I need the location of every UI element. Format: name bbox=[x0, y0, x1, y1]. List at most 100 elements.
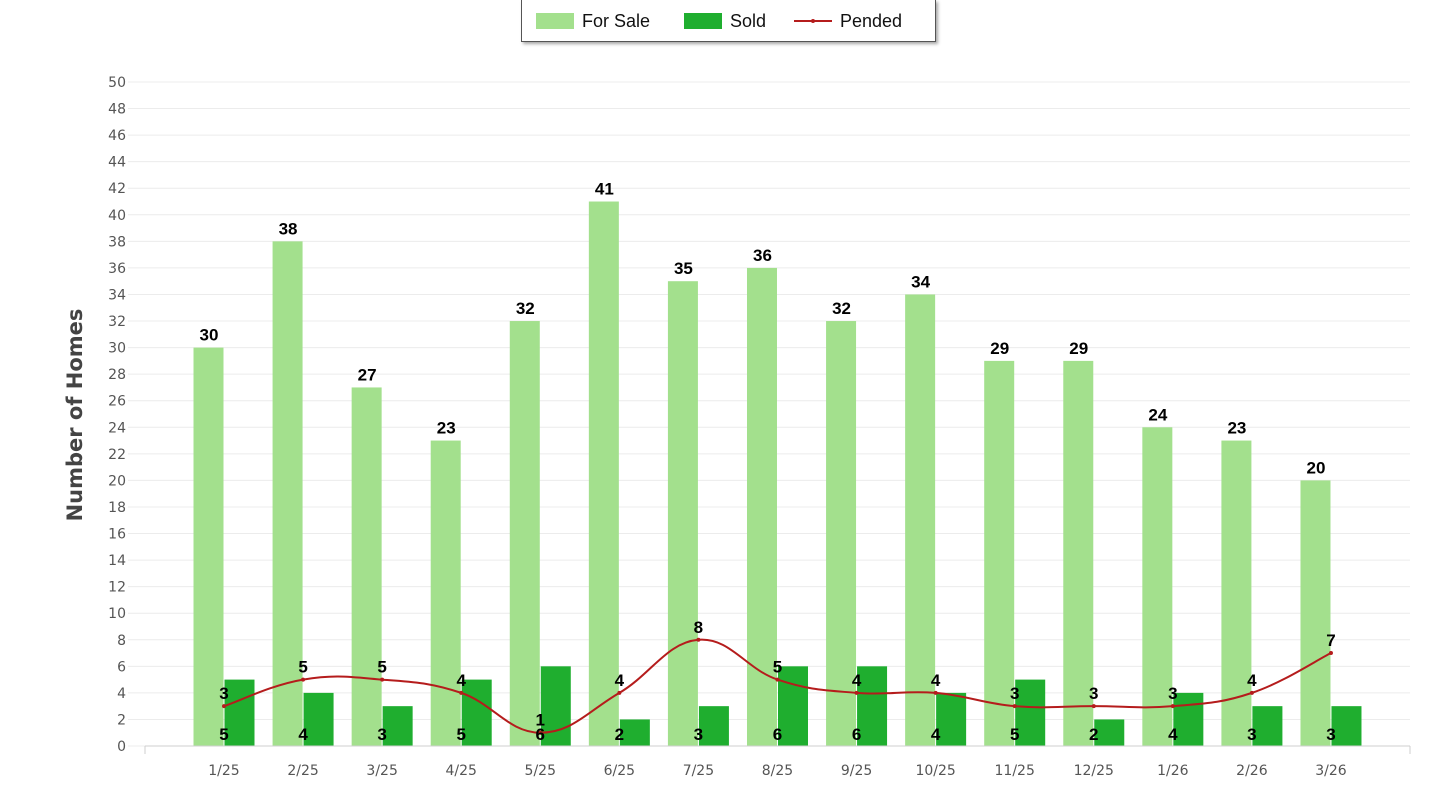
data-label-sold: 5 bbox=[456, 725, 465, 744]
legend: For Sale Sold Pended bbox=[521, 0, 936, 42]
legend-item-for-sale[interactable]: For Sale bbox=[536, 10, 650, 32]
data-label-pended: 8 bbox=[694, 618, 703, 637]
pended-point bbox=[1328, 651, 1333, 656]
bar-sold bbox=[857, 666, 888, 746]
data-label-pended: 3 bbox=[1010, 684, 1019, 703]
y-tick-label: 0 bbox=[117, 739, 126, 755]
bar-for-sale bbox=[905, 294, 936, 746]
y-tick-label: 42 bbox=[108, 181, 126, 197]
bar-sold bbox=[936, 692, 967, 746]
legend-item-pended[interactable]: Pended bbox=[794, 10, 902, 32]
x-tick-label: 5/25 bbox=[525, 763, 556, 779]
y-tick-label: 48 bbox=[108, 102, 126, 118]
data-label-pended: 5 bbox=[298, 658, 307, 677]
data-label-sold: 2 bbox=[615, 725, 624, 744]
pended-point bbox=[933, 690, 938, 695]
pended-point bbox=[380, 677, 385, 682]
pended-point bbox=[222, 704, 226, 709]
data-label-sold: 3 bbox=[694, 725, 703, 744]
data-label-for-sale: 20 bbox=[1307, 458, 1326, 477]
x-tick-label: 11/25 bbox=[995, 763, 1035, 779]
pended-line bbox=[223, 638, 1332, 734]
bar-for-sale bbox=[826, 321, 857, 746]
data-label-pended: 3 bbox=[219, 684, 228, 703]
legend-label-for-sale: For Sale bbox=[582, 10, 651, 31]
y-axis-ticks: 0246810121416182022242628303234363840424… bbox=[108, 75, 126, 755]
x-tick-label: 12/25 bbox=[1074, 763, 1114, 779]
data-label-for-sale: 29 bbox=[990, 339, 1009, 358]
bar-for-sale bbox=[1142, 427, 1173, 746]
pended-point bbox=[538, 730, 543, 735]
pended-point bbox=[1170, 704, 1175, 709]
bar-sold bbox=[1015, 679, 1046, 746]
data-label-pended: 4 bbox=[931, 671, 941, 690]
x-tick-label: 7/25 bbox=[683, 763, 714, 779]
data-label-sold: 6 bbox=[536, 725, 545, 744]
data-label-pended: 4 bbox=[1247, 671, 1257, 690]
x-tick-label: 2/25 bbox=[287, 763, 318, 779]
y-tick-label: 18 bbox=[108, 500, 126, 516]
data-label-sold: 3 bbox=[1247, 725, 1256, 744]
data-label-for-sale: 29 bbox=[1069, 339, 1088, 358]
data-label-sold: 6 bbox=[852, 725, 861, 744]
y-tick-label: 26 bbox=[108, 394, 126, 410]
data-label-for-sale: 24 bbox=[1148, 405, 1167, 424]
pended-point bbox=[617, 690, 622, 695]
data-label-sold: 4 bbox=[1168, 725, 1178, 744]
data-label-for-sale: 34 bbox=[911, 272, 930, 291]
y-tick-label: 44 bbox=[108, 155, 126, 171]
bar-sold bbox=[1173, 692, 1204, 746]
x-tick-label: 6/25 bbox=[604, 763, 635, 779]
x-tick-label: 10/25 bbox=[915, 763, 955, 779]
y-tick-label: 24 bbox=[108, 420, 126, 436]
pended-point bbox=[1249, 690, 1254, 695]
y-tick-label: 38 bbox=[108, 234, 126, 250]
data-label-sold: 3 bbox=[1326, 725, 1335, 744]
y-tick-label: 32 bbox=[108, 314, 126, 330]
data-label-sold: 5 bbox=[219, 725, 228, 744]
bar-for-sale bbox=[351, 387, 382, 746]
pended-point bbox=[459, 690, 464, 695]
legend-label-sold: Sold bbox=[730, 10, 767, 31]
data-label-sold: 3 bbox=[377, 725, 386, 744]
data-label-sold: 4 bbox=[931, 725, 941, 744]
bar-for-sale bbox=[984, 360, 1015, 746]
data-label-for-sale: 23 bbox=[1227, 419, 1246, 438]
data-label-pended: 4 bbox=[615, 671, 625, 690]
y-tick-label: 14 bbox=[108, 553, 126, 569]
data-label-for-sale: 35 bbox=[674, 259, 693, 278]
bar-for-sale bbox=[1300, 480, 1331, 746]
data-label-for-sale: 30 bbox=[200, 326, 219, 345]
y-tick-label: 20 bbox=[108, 473, 126, 489]
bar-for-sale bbox=[272, 241, 303, 747]
data-label-for-sale: 27 bbox=[358, 365, 377, 384]
data-label-pended: 3 bbox=[1089, 684, 1098, 703]
data-label-pended: 4 bbox=[456, 671, 466, 690]
bar-for-sale bbox=[430, 440, 461, 746]
legend-swatch-for-sale bbox=[536, 13, 574, 29]
pended-point bbox=[1091, 704, 1096, 709]
y-tick-label: 6 bbox=[117, 659, 126, 675]
bar-for-sale bbox=[1063, 360, 1094, 746]
y-tick-label: 16 bbox=[108, 527, 126, 543]
data-label-pended: 4 bbox=[852, 671, 862, 690]
data-label-for-sale: 23 bbox=[437, 419, 456, 438]
y-tick-label: 34 bbox=[108, 287, 126, 303]
y-tick-label: 8 bbox=[117, 633, 126, 649]
legend-item-sold[interactable]: Sold bbox=[684, 10, 766, 32]
x-tick-label: 2/26 bbox=[1236, 763, 1268, 779]
y-tick-label: 10 bbox=[108, 606, 126, 622]
data-label-pended: 1 bbox=[536, 711, 545, 730]
y-tick-label: 28 bbox=[108, 367, 126, 383]
bar-sold bbox=[619, 719, 650, 746]
y-tick-label: 22 bbox=[108, 447, 126, 463]
x-tick-label: 3/25 bbox=[366, 763, 397, 779]
data-label-sold: 6 bbox=[773, 725, 782, 744]
data-label-for-sale: 36 bbox=[753, 246, 772, 265]
y-tick-label: 2 bbox=[117, 712, 126, 728]
bar-sold bbox=[1094, 719, 1125, 746]
bar-sold bbox=[382, 706, 413, 746]
pended-point bbox=[696, 637, 701, 642]
data-label-sold: 2 bbox=[1089, 725, 1098, 744]
